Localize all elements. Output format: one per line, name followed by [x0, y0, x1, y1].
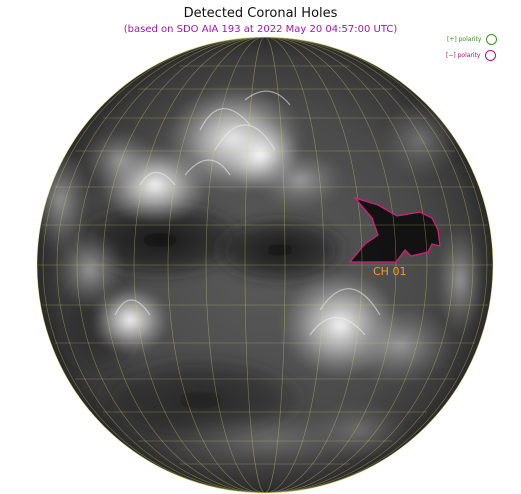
- coronal-hole-label: CH 01: [373, 265, 406, 278]
- positive-polarity-circle-icon: [486, 34, 498, 45]
- heliographic-grid: [37, 37, 493, 493]
- chart-subtitle: (based on SDO AIA 193 at 2022 May 20 04:…: [123, 24, 398, 35]
- legend-positive-label: [+] polarity: [447, 36, 482, 43]
- legend-negative-polarity: [−] polarity: [446, 50, 497, 61]
- legend-positive-polarity: [+] polarity: [447, 34, 498, 45]
- negative-polarity-circle-icon: [485, 50, 497, 61]
- chart-title: Detected Coronal Holes: [183, 6, 338, 21]
- legend-negative-label: [−] polarity: [446, 52, 481, 59]
- solar-disk: [37, 37, 493, 493]
- coronal-hole-outline[interactable]: [348, 196, 441, 263]
- solar-limb: [36, 36, 494, 494]
